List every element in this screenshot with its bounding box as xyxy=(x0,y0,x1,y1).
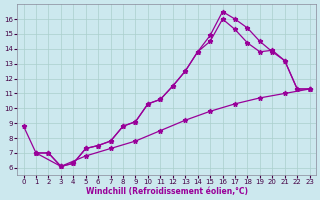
X-axis label: Windchill (Refroidissement éolien,°C): Windchill (Refroidissement éolien,°C) xyxy=(85,187,248,196)
